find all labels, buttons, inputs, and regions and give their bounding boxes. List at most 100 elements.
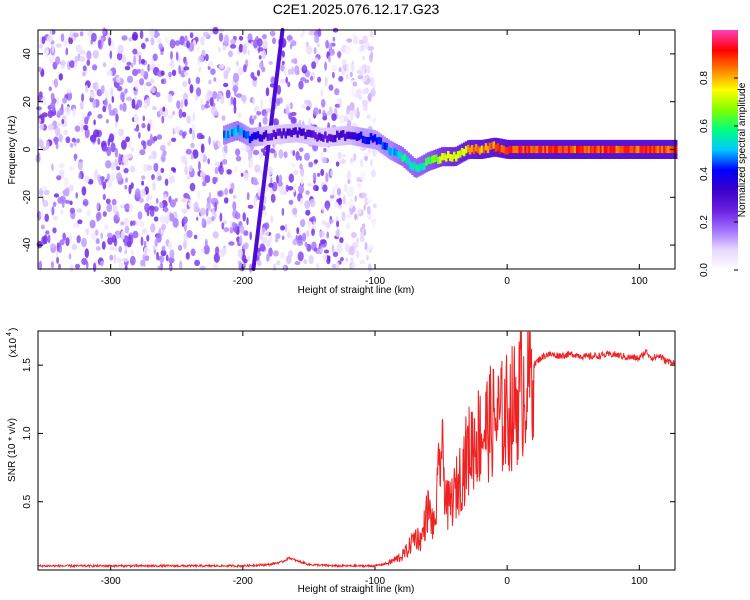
spectrogram-noise-cell: [347, 120, 352, 126]
spectrogram-noise-cell: [308, 161, 314, 168]
spectrogram-noise-cell: [168, 113, 174, 120]
spectrogram-track-cell: [675, 145, 678, 154]
spectrogram-noise-cell: [181, 208, 186, 214]
spectrogram-track-cell: [393, 148, 396, 156]
spectrogram-noise-cell: [52, 216, 58, 221]
spectrogram-track-cell: [407, 157, 410, 165]
spectrogram-noise-cell: [329, 49, 335, 56]
spectrogram-noise-cell: [329, 194, 335, 199]
spectrogram-track-cell: [389, 148, 392, 156]
spectrogram-noise-cell: [300, 219, 306, 228]
spectrogram-noise-cell: [314, 34, 320, 44]
spectrogram-noise-cell: [369, 159, 373, 167]
spectrogram-track-cell: [363, 136, 367, 144]
spectrogram-noise-cell: [175, 51, 179, 61]
spectrogram-track-cell: [290, 129, 293, 138]
spectrogram-track-cell: [466, 144, 470, 153]
spectrogram-noise-cell: [174, 40, 181, 46]
spectrogram-noise-cell: [307, 182, 312, 187]
spectrogram-noise-cell: [235, 148, 241, 156]
spectrogram-noise-cell: [204, 174, 211, 184]
spectrogram-noise-cell: [252, 149, 260, 156]
spectrogram-noise-cell: [202, 181, 207, 187]
spectrogram-noise-cell: [185, 148, 192, 155]
spectrogram-noise-cell: [257, 47, 264, 52]
spectrogram-noise-cell: [47, 123, 54, 131]
spectrogram-noise-cell: [50, 261, 55, 269]
spectrogram-noise-cell: [139, 30, 144, 40]
spectrogram-noise-cell: [317, 28, 322, 37]
spectrogram-noise-cell: [178, 65, 181, 75]
spectrogram-noise-cell: [109, 246, 115, 251]
spectrogram-noise-cell: [63, 129, 68, 136]
spectrogram-noise-cell: [304, 79, 310, 84]
spectrogram-noise-cell: [129, 255, 136, 266]
spectrogram-noise-cell: [350, 86, 357, 97]
spectrogram-noise-cell: [183, 66, 190, 71]
spectrogram-noise-cell: [197, 189, 201, 200]
spectrogram-noise-cell: [149, 78, 155, 85]
spectrogram-track-cell: [439, 156, 442, 164]
spectrogram-noise-cell: [285, 184, 289, 192]
spectrogram-noise-cell: [240, 144, 247, 151]
spectrogram-noise-cell: [150, 37, 155, 46]
spectrogram-track-cell: [383, 142, 387, 150]
spectrogram-noise-cell: [151, 174, 155, 180]
spectrogram-noise-cell: [102, 105, 107, 113]
spectrogram-track-cell: [621, 145, 624, 154]
spectrogram-noise-cell: [41, 36, 46, 45]
spectrogram-noise-cell: [160, 167, 165, 174]
spectrogram-noise-cell: [361, 192, 368, 199]
spectrogram-noise-cell: [356, 106, 360, 114]
spectrogram-noise-cell: [353, 153, 357, 162]
spectrogram-noise-cell: [349, 102, 355, 111]
spectrogram-noise-cell: [320, 168, 325, 177]
spectrogram-track-cell: [229, 127, 232, 135]
spectrogram-track-cell: [456, 151, 460, 159]
spectrogram-track-cell: [573, 145, 577, 154]
spectrogram-noise-cell: [361, 99, 368, 107]
spectrogram-noise-cell: [78, 173, 82, 179]
spectrogram-noise-cell: [212, 26, 219, 35]
spectrogram-noise-cell: [287, 81, 291, 88]
spectrogram-noise-cell: [201, 247, 205, 254]
spectrogram-track-cell: [292, 127, 295, 135]
spectrogram-noise-cell: [292, 207, 298, 215]
spectrogram-noise-cell: [70, 142, 74, 148]
spectrogram-noise-cell: [56, 242, 60, 252]
spectrogram-noise-cell: [113, 254, 117, 264]
spectrogram-noise-cell: [189, 127, 193, 135]
spectrogram-noise-cell: [253, 105, 260, 112]
spectrogram-noise-cell: [286, 255, 292, 265]
spectrogram-noise-cell: [143, 163, 149, 172]
spectrogram-noise-cell: [139, 149, 146, 156]
spectrogram-noise-cell: [190, 153, 194, 160]
spectrogram-noise-cell: [345, 45, 351, 55]
spectrogram-noise-cell: [331, 113, 337, 122]
spectrogram-noise-cell: [261, 237, 268, 244]
spectrogram-track-cell: [490, 142, 494, 150]
spectrogram-noise-cell: [360, 158, 364, 168]
spectrogram-noise-cell: [74, 153, 77, 162]
spectrogram-noise-cell: [316, 262, 320, 271]
spectrogram-noise-cell: [243, 64, 247, 73]
spectrogram-noise-cell: [152, 106, 157, 111]
snr-y-tick-label: 1.5: [22, 358, 33, 372]
spectrogram-track-cell: [605, 145, 609, 154]
spectrogram-track-cell: [480, 145, 484, 153]
spectrogram-track-cell: [248, 135, 252, 144]
spectrogram-noise-cell: [280, 225, 286, 231]
spectrogram-track-cell: [225, 133, 228, 141]
spectrogram-noise-cell: [108, 133, 115, 143]
spectrogram-noise-cell: [363, 35, 366, 45]
spectrogram-noise-cell: [116, 166, 121, 171]
spectrogram-noise-cell: [297, 251, 304, 262]
colorbar-label: Normalized spectral amplitude: [737, 82, 748, 217]
spectrogram-noise-cell: [108, 103, 112, 112]
spectrogram-noise-cell: [249, 231, 252, 241]
spectrogram-track-cell: [280, 131, 283, 139]
spectrogram-noise-cell: [146, 97, 150, 106]
spectrogram-track-cell: [250, 133, 254, 141]
spectrogram-noise-cell: [289, 102, 293, 110]
spectrogram-noise-cell: [192, 149, 199, 159]
